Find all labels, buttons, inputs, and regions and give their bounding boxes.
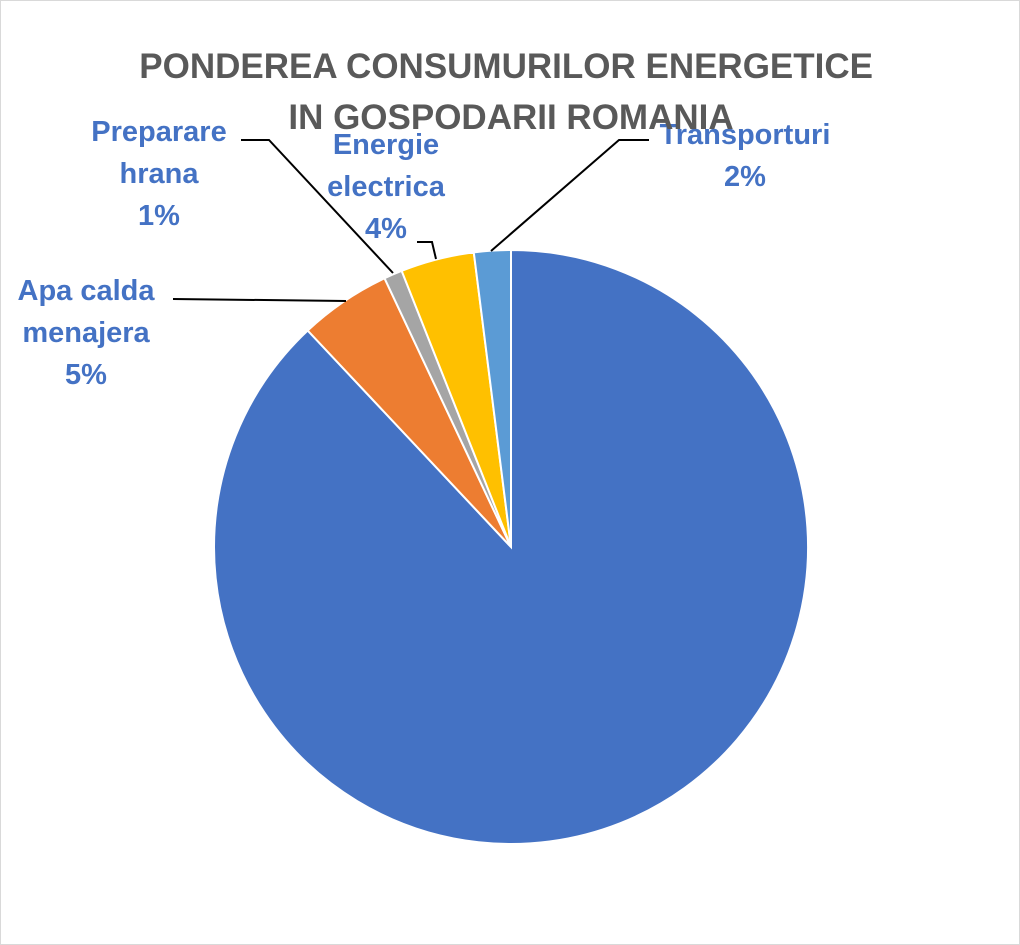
slice-label-energie-electrica: Energie electrica 4% bbox=[327, 129, 446, 245]
leader-line-transporturi bbox=[490, 139, 649, 252]
slice-label-line: menajera bbox=[22, 317, 150, 349]
slice-label-line: 5% bbox=[65, 359, 107, 391]
slice-label-line: Energie bbox=[333, 129, 439, 161]
leader-line-energie-electrica bbox=[417, 241, 437, 260]
slice-label-line: Transporturi bbox=[660, 119, 831, 151]
slice-label-line: electrica bbox=[327, 171, 446, 203]
slice-label-line: 2% bbox=[724, 161, 766, 193]
slice-label-line: 4% bbox=[365, 213, 407, 245]
slice-label-line: hrana bbox=[120, 158, 200, 190]
chart-title: PONDEREA CONSUMURILOR ENERGETICE IN GOSP… bbox=[139, 47, 883, 137]
leader-line-preparare-hrana bbox=[241, 139, 394, 274]
slice-label-line: 1% bbox=[138, 200, 180, 232]
slice-label-transporturi: Transporturi 2% bbox=[660, 119, 831, 193]
chart-title-line-1: PONDEREA CONSUMURILOR ENERGETICE bbox=[139, 47, 873, 86]
leader-lines bbox=[172, 139, 649, 302]
pie-slices bbox=[213, 248, 809, 845]
chart-title-line-2: IN GOSPODARII ROMANIA bbox=[288, 98, 733, 137]
slice-label-apa-calda-menajera: Apa calda menajera 5% bbox=[18, 275, 156, 391]
slice-label-preparare-hrana: Preparare hrana 1% bbox=[91, 116, 226, 232]
leader-line-apa-calda bbox=[172, 298, 347, 302]
slice-labels: Apa calda menajera 5% Preparare hrana 1% Energ… bbox=[18, 116, 831, 391]
pie-slice-unlabeled bbox=[213, 248, 809, 845]
slice-label-line: Preparare bbox=[91, 116, 226, 148]
slice-label-line: Apa calda bbox=[18, 275, 156, 307]
